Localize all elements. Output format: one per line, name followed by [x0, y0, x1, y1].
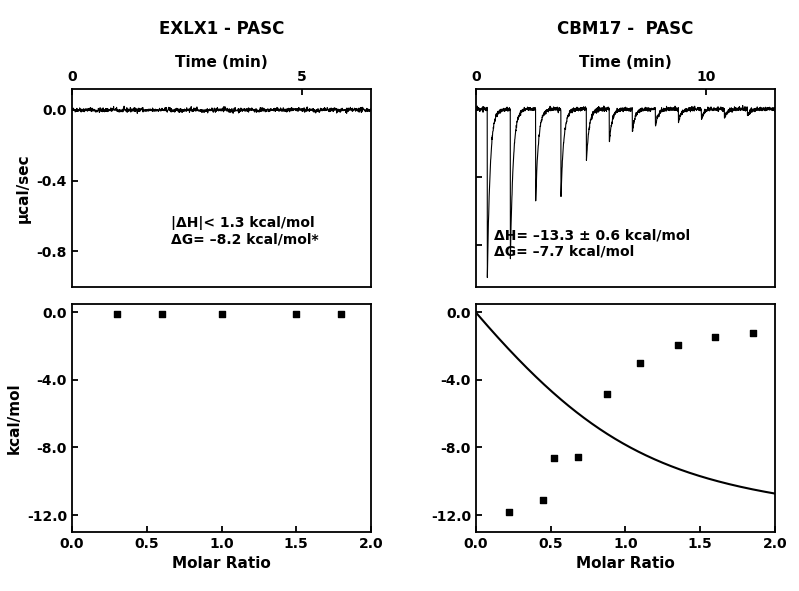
- Point: [537, 495, 550, 505]
- X-axis label: Molar Ratio: Molar Ratio: [172, 556, 271, 571]
- Point: [709, 332, 721, 342]
- Point: [671, 340, 684, 350]
- Point: [503, 507, 515, 517]
- Point: [547, 454, 560, 463]
- Point: [155, 310, 168, 319]
- Point: [746, 329, 759, 338]
- Point: [601, 389, 614, 399]
- Point: [290, 309, 303, 319]
- X-axis label: Molar Ratio: Molar Ratio: [576, 556, 675, 571]
- Point: [215, 309, 228, 319]
- X-axis label: Time (min): Time (min): [175, 55, 268, 70]
- Y-axis label: μcal/sec: μcal/sec: [16, 153, 31, 223]
- Point: [571, 452, 584, 462]
- Point: [335, 309, 348, 319]
- Point: [110, 310, 123, 319]
- Text: |ΔH|< 1.3 kcal/mol
ΔG= –8.2 kcal/mol*: |ΔH|< 1.3 kcal/mol ΔG= –8.2 kcal/mol*: [171, 216, 318, 246]
- Text: CBM17 -  PASC: CBM17 - PASC: [557, 21, 694, 38]
- X-axis label: Time (min): Time (min): [579, 55, 672, 70]
- Point: [634, 358, 646, 368]
- Text: EXLX1 - PASC: EXLX1 - PASC: [159, 21, 284, 38]
- Text: ΔH= –13.3 ± 0.6 kcal/mol
ΔG= –7.7 kcal/mol: ΔH= –13.3 ± 0.6 kcal/mol ΔG= –7.7 kcal/m…: [494, 228, 690, 258]
- Y-axis label: kcal/mol: kcal/mol: [6, 382, 22, 454]
